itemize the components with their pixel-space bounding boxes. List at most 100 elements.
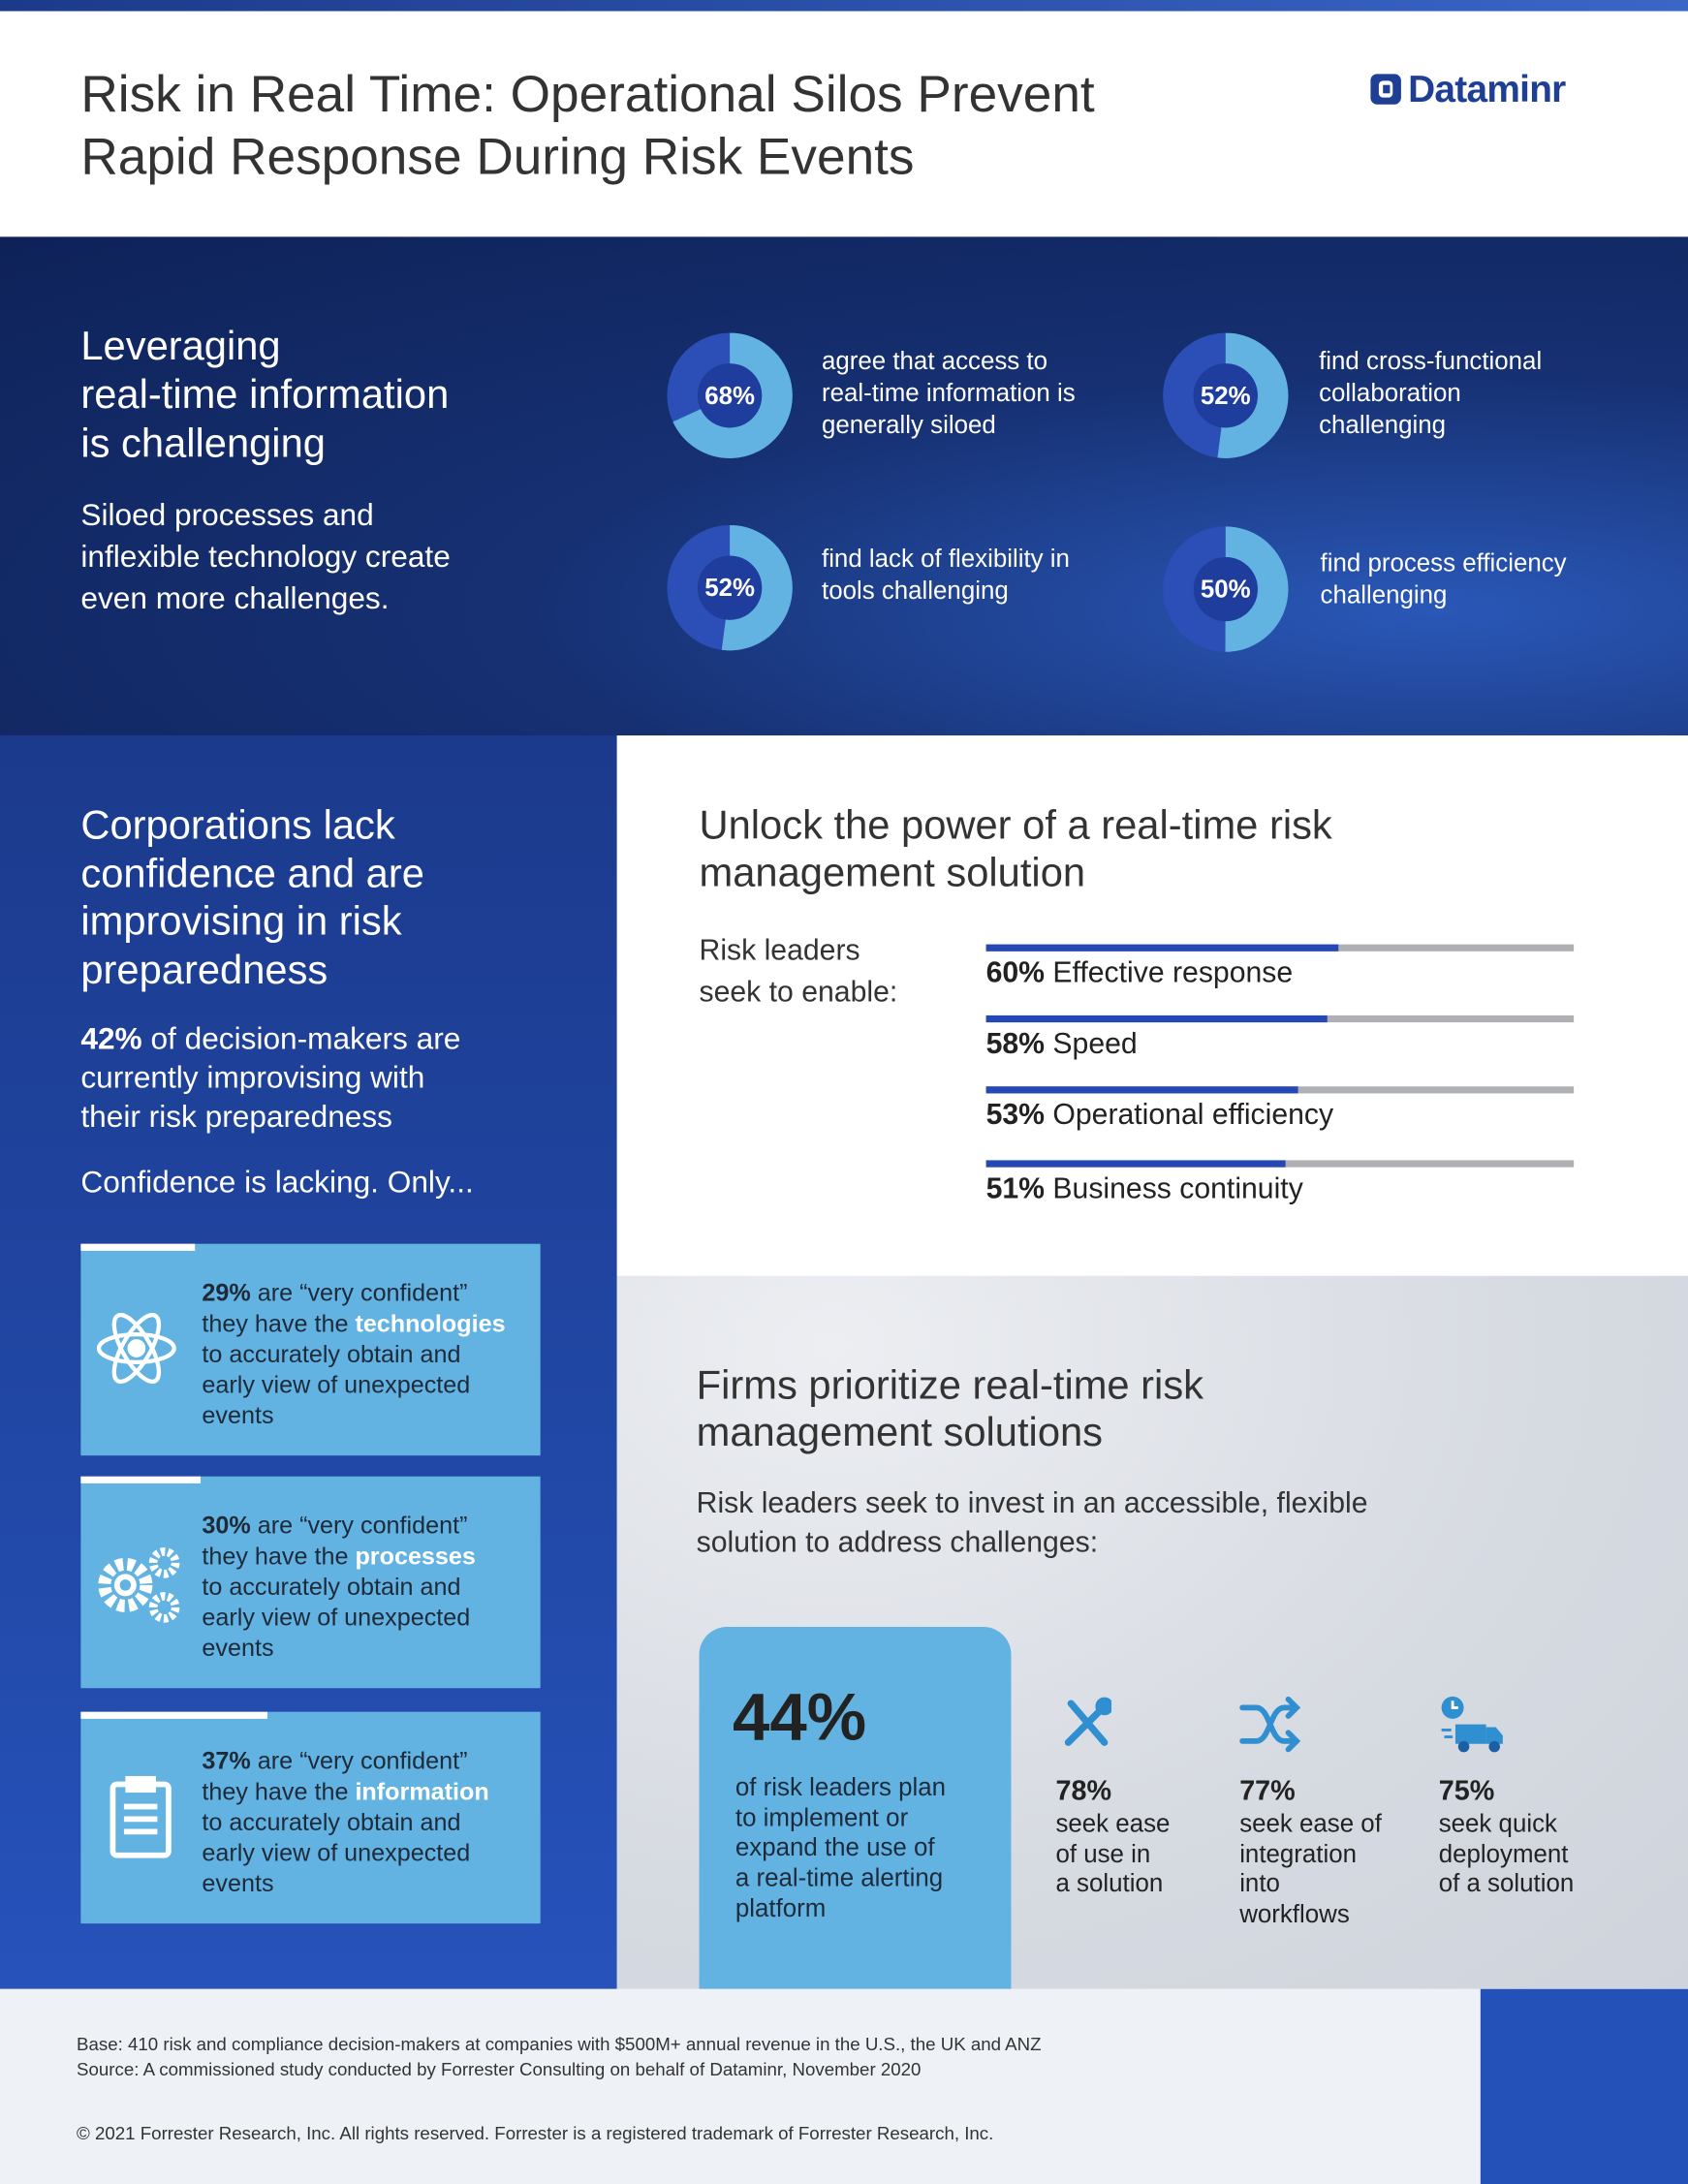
stat-text: a solution: [1055, 1869, 1164, 1898]
feature-text: of risk leaders plan: [735, 1772, 947, 1801]
confidence-heading: improvising in risk: [80, 899, 402, 945]
card-text: events: [202, 1634, 274, 1662]
title-line: Rapid Response During Risk Events: [80, 128, 915, 186]
text-line: of decision-makers are: [150, 1020, 461, 1056]
bar-value: 53%: [985, 1099, 1046, 1132]
card-text: events: [202, 1401, 274, 1429]
confidence-text: 42% of decision-makers are: [80, 1019, 460, 1058]
card-line: they have the technologies: [202, 1308, 505, 1339]
intro-heading: real-time information: [80, 373, 450, 419]
card-line: early view of unexpected: [202, 1369, 470, 1400]
bar-label: 58% Speed: [986, 1026, 1138, 1062]
title-line: Risk in Real Time: Operational Silos Pre…: [80, 65, 1095, 123]
card-text: they have the: [202, 1542, 349, 1571]
unlock-heading: management solution: [699, 851, 1086, 896]
footer-block: [1480, 1988, 1688, 2184]
confidence-lead: Confidence is lacking. Only...: [80, 1164, 474, 1200]
intro-heading: is challenging: [80, 421, 326, 467]
stat-value: 75%: [1438, 1775, 1495, 1807]
stat-text: seek ease: [1055, 1809, 1171, 1838]
unlock-intro: Risk leaders: [699, 934, 860, 967]
card-line: events: [202, 1633, 273, 1664]
intro-text: inflexible technology create: [80, 539, 451, 575]
logo: Dataminr: [1408, 68, 1566, 110]
bar-text: Operational efficiency: [1052, 1099, 1334, 1132]
card-text: early view of unexpected: [202, 1370, 471, 1399]
card-text: early view of unexpected: [202, 1838, 471, 1867]
confidence-heading: preparedness: [80, 948, 328, 993]
stat-text: seek quick: [1438, 1809, 1557, 1838]
stat-text: integration: [1239, 1839, 1358, 1868]
stat-text: tools challenging: [822, 577, 1009, 605]
stat-text: agree that access to: [822, 346, 1047, 375]
card-keyword: technologies: [355, 1309, 506, 1337]
donut-arc: [667, 524, 793, 651]
firms-text: Risk leaders seek to invest in an access…: [696, 1487, 1368, 1520]
text-line: currently improvising with: [80, 1059, 425, 1095]
stat-text: generally siloed: [822, 411, 996, 439]
confidence-heading: Corporations lack: [80, 803, 395, 849]
stat-text: find cross-functional: [1319, 346, 1543, 375]
footer-source: Source: A commissioned study conducted b…: [77, 2058, 922, 2080]
firms-text: solution to address challenges:: [696, 1526, 1099, 1559]
stat-text: challenging: [1320, 580, 1448, 609]
intro-heading: Leveraging: [80, 324, 281, 369]
bar-text: Business continuity: [1052, 1172, 1303, 1205]
logo-icon: [1370, 74, 1401, 105]
firms-heading: management solutions: [696, 1411, 1104, 1456]
highlight: 42%: [80, 1020, 142, 1056]
card-line: events: [202, 1868, 273, 1899]
card-text: are “very confident”: [257, 1278, 468, 1307]
stat-text: workflows: [1239, 1899, 1350, 1928]
donut-center: [1193, 557, 1258, 622]
donut-label: 52%: [1201, 383, 1251, 410]
bar: [985, 943, 1339, 952]
stat-value: 77%: [1239, 1775, 1296, 1807]
donut-arc: [1163, 526, 1289, 652]
bar-label: 53% Operational efficiency: [986, 1098, 1334, 1134]
card-line: events: [202, 1400, 273, 1431]
bar-value: 51%: [985, 1172, 1046, 1205]
stat-text: challenging: [1319, 411, 1447, 439]
donut-label: 52%: [704, 575, 755, 602]
bar-value: 60%: [985, 956, 1046, 989]
feature-value: 44%: [733, 1681, 867, 1756]
atom-icon: [96, 1312, 176, 1385]
card-tab: [80, 1243, 196, 1251]
card-text: events: [202, 1869, 274, 1897]
stat-value: 78%: [1055, 1775, 1112, 1807]
card-keyword: information: [355, 1777, 489, 1805]
card-text: to accurately obtain and: [202, 1572, 461, 1601]
card-text: are “very confident”: [257, 1511, 468, 1540]
card-line: 37% are “very confident”: [202, 1745, 467, 1776]
donut-layer: 68% 52% 52% 50%: [667, 332, 1289, 652]
unlock-heading: Unlock the power of a real-time risk: [699, 803, 1332, 849]
footer: [0, 1988, 1688, 2184]
card-text: to accurately obtain and: [202, 1807, 461, 1836]
card-line: to accurately obtain and: [202, 1338, 460, 1369]
unlock-intro: seek to enable:: [699, 976, 898, 1009]
card-text: they have the: [202, 1777, 349, 1805]
card-line: they have the information: [202, 1776, 488, 1807]
confidence-text: their risk preparedness: [80, 1098, 392, 1137]
bar-text: Speed: [1052, 1027, 1138, 1060]
stat-text: of a solution: [1438, 1869, 1575, 1898]
card-line: early view of unexpected: [202, 1837, 470, 1868]
card-text: to accurately obtain and: [202, 1339, 461, 1368]
card-line: they have the processes: [202, 1541, 475, 1572]
bar: [985, 1014, 1328, 1022]
stat-text: seek ease of: [1239, 1809, 1382, 1838]
donut-label: 50%: [1201, 577, 1251, 604]
clipboard-icon: [109, 1775, 172, 1858]
bar-text: Effective response: [1052, 956, 1294, 989]
card-text: they have the: [202, 1309, 349, 1337]
delivery-icon: [1441, 1696, 1503, 1753]
feature-text: to implement or: [735, 1803, 909, 1831]
donut-label: 68%: [704, 383, 755, 410]
card-line: 30% are “very confident”: [202, 1510, 467, 1541]
card-keyword: processes: [355, 1542, 476, 1571]
card-text: are “very confident”: [257, 1746, 468, 1775]
bar-value: 58%: [985, 1027, 1046, 1060]
